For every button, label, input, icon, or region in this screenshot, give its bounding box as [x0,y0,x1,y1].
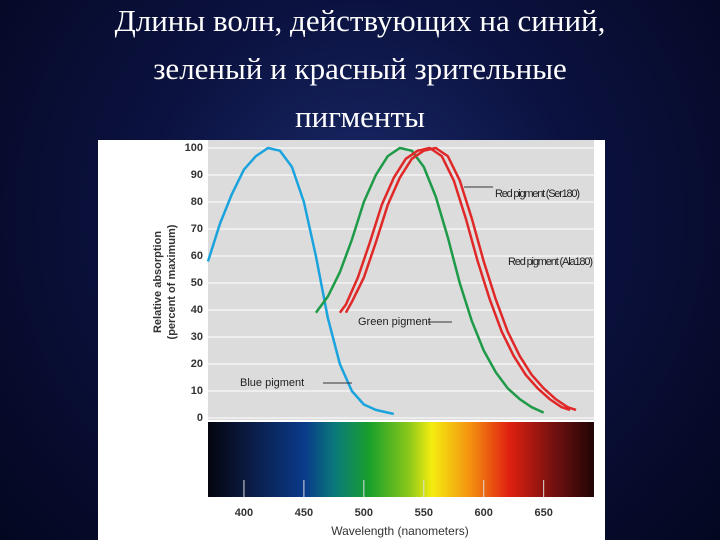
x-tick-label: 400 [235,507,253,519]
y-tick-label: 70 [191,223,203,235]
legend-label: Green pigment [358,316,431,328]
title-line: зеленый и красный зрительные [153,51,567,86]
y-tick-label: 100 [185,142,203,154]
legend-label: Red pigment (Ser180) [495,188,580,200]
x-tick-label: 650 [534,507,552,519]
y-tick-label: 40 [191,304,203,316]
y-tick-label: 50 [191,277,203,289]
y-tick-label: 90 [191,169,203,181]
y-tick-label: 10 [191,385,203,397]
x-tick-label: 500 [355,507,373,519]
x-axis-label: Wavelength (nanometers) [331,524,469,538]
y-tick-label: 20 [191,358,203,370]
legend-label: Red pigment (Ala180) [508,256,593,268]
spectrum-bar [208,422,594,497]
x-tick-label: 450 [295,507,313,519]
x-tick-label: 600 [475,507,493,519]
x-tick-label: 550 [415,507,433,519]
y-axis-label: Relative absorption [152,231,164,333]
series-line [206,146,395,416]
legend-label: Blue pigment [240,377,304,389]
series-line [344,146,577,412]
y-tick-label: 0 [197,412,203,424]
series-line [338,146,571,412]
title-line: пигменты [295,99,425,134]
title-line: Длины волн, действующих на синий, [115,3,606,38]
series-line [314,146,545,414]
y-tick-label: 30 [191,331,203,343]
y-tick-label: 80 [191,196,203,208]
y-tick-label: 60 [191,250,203,262]
y-axis-label: (percent of maximum) [166,224,178,339]
